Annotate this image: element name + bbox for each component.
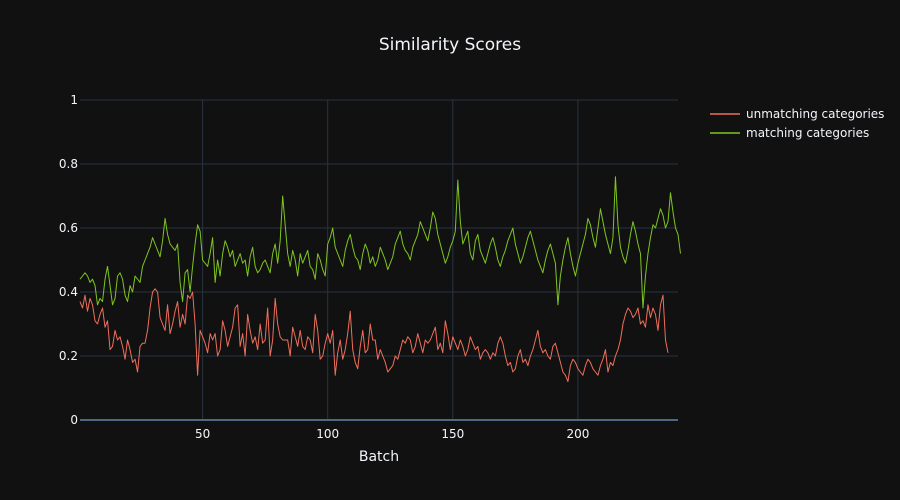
chart-title: Similarity Scores <box>379 35 521 55</box>
series-line-matching[interactable] <box>79 176 681 309</box>
legend-item-unmatching[interactable]: unmatching categories <box>710 107 884 121</box>
x-axis-ticks: 50 100 150 200 <box>195 427 589 441</box>
y-axis-ticks: 0 0.2 0.4 0.6 0.8 1 <box>59 93 78 427</box>
series-line-unmatching[interactable] <box>79 288 669 383</box>
x-tick-label: 200 <box>566 427 589 441</box>
y-tick-label: 0.8 <box>59 157 78 171</box>
x-tick-label: 150 <box>441 427 464 441</box>
y-tick-label: 0.2 <box>59 349 78 363</box>
x-tick-label: 100 <box>316 427 339 441</box>
y-tick-label: 0 <box>70 413 78 427</box>
y-tick-label: 0.4 <box>59 285 78 299</box>
x-tick-label: 50 <box>195 427 210 441</box>
legend-label: matching categories <box>746 126 869 140</box>
gridlines <box>80 99 678 421</box>
y-tick-label: 1 <box>70 93 78 107</box>
x-axis-title: Batch <box>359 449 399 465</box>
series-layer <box>79 176 681 383</box>
legend-label: unmatching categories <box>746 107 884 121</box>
legend-item-matching[interactable]: matching categories <box>710 126 869 140</box>
y-tick-label: 0.6 <box>59 221 78 235</box>
legend[interactable]: unmatching categories matching categories <box>710 107 884 140</box>
